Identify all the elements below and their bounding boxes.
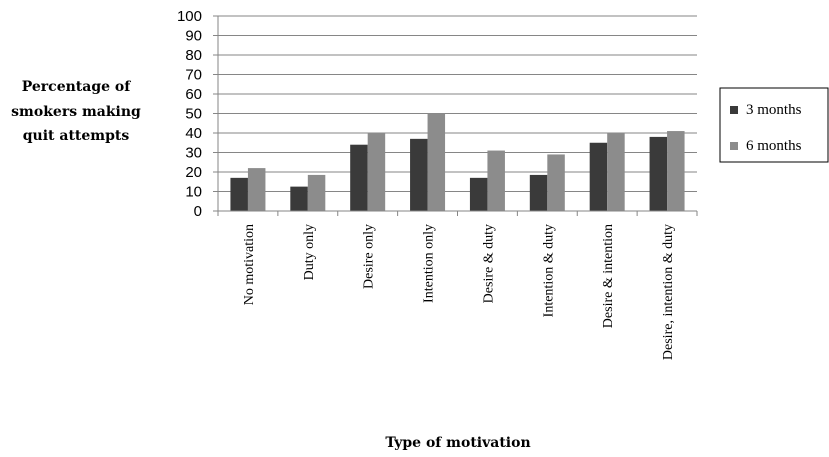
bar — [529, 174, 548, 211]
y-tick-label: 100 — [177, 8, 202, 25]
legend: 3 months 6 months — [719, 87, 829, 163]
bar — [649, 136, 668, 211]
x-tick-label: Desire & duty — [481, 224, 496, 303]
legend-swatch-6-months — [730, 142, 738, 150]
y-tick-label: 90 — [185, 28, 202, 45]
y-axis-title-line-2: smokers making — [11, 104, 141, 120]
y-tick-label: 60 — [185, 86, 202, 103]
bar — [427, 113, 446, 211]
bar — [367, 133, 386, 211]
x-tick-label: Intention & duty — [541, 224, 556, 317]
y-axis-title-line-3: quit attempts — [23, 128, 130, 144]
bar — [667, 131, 685, 211]
y-tick-label: 70 — [185, 67, 202, 84]
y-tick-labels: 0 10 20 30 40 50 60 70 80 90 100 — [177, 8, 218, 220]
y-tick-label: 40 — [185, 125, 202, 142]
gridlines — [218, 15, 697, 192]
bar — [230, 177, 248, 211]
x-tick-label: No motivation — [242, 224, 257, 305]
legend-label-6-months: 6 months — [746, 138, 802, 154]
bar — [350, 144, 368, 211]
x-axis-title: Type of motivation — [385, 435, 530, 451]
bar — [487, 150, 505, 211]
bars — [230, 113, 685, 211]
bar — [290, 186, 308, 211]
x-tick-label: Desire & intention — [601, 224, 616, 328]
y-tick-label: 30 — [185, 145, 202, 162]
y-axis-title-line-1: Percentage of — [22, 79, 131, 95]
x-tick-label: Duty only — [302, 224, 317, 280]
legend-label-3-months: 3 months — [746, 102, 802, 118]
x-tick-label: Desire, intention & duty — [661, 224, 676, 360]
bar — [410, 138, 428, 211]
bar — [547, 154, 565, 211]
bar — [589, 142, 608, 211]
legend-swatch-3-months — [730, 106, 738, 114]
bar — [469, 177, 488, 211]
x-tick-label: Desire only — [362, 224, 377, 289]
y-tick-label: 20 — [185, 164, 202, 181]
x-tick-label: Intention only — [422, 224, 437, 303]
y-tick-label: 80 — [185, 47, 202, 64]
y-tick-label: 0 — [194, 203, 202, 220]
bar — [607, 133, 625, 211]
bar — [307, 174, 326, 211]
y-tick-label: 50 — [185, 106, 202, 123]
y-tick-label: 10 — [185, 184, 202, 201]
bar — [247, 168, 266, 211]
x-tick-labels: No motivation Duty only Desire only Intenti… — [217, 211, 698, 360]
